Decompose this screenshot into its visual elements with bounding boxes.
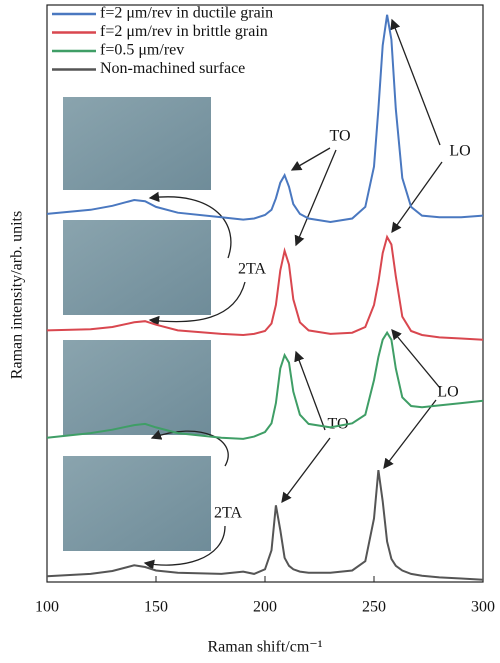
micrograph <box>63 456 211 551</box>
arrow <box>391 328 441 389</box>
micrograph <box>63 220 211 315</box>
micrograph <box>63 340 211 435</box>
annotation: LO <box>449 143 470 160</box>
legend-label: Non-machined surface <box>100 60 245 77</box>
arrow <box>281 437 331 504</box>
arrow <box>143 525 226 570</box>
series-line <box>46 14 484 224</box>
micrographs <box>63 97 211 551</box>
arrow <box>148 191 232 259</box>
arrow <box>390 18 441 146</box>
x-tick-label: 200 <box>253 599 277 616</box>
arrow <box>383 399 437 470</box>
micrograph <box>63 97 211 190</box>
x-tick-label: 300 <box>471 599 495 616</box>
arrows <box>143 18 443 570</box>
annotation: 2TA <box>214 505 242 522</box>
series-line <box>46 234 484 341</box>
annotation: TO <box>329 128 350 145</box>
series-line <box>46 469 484 581</box>
annotation: TO <box>327 416 348 433</box>
series-line <box>46 330 484 440</box>
legend-label: f=0.5 μm/rev <box>100 42 184 59</box>
arrow <box>148 281 246 327</box>
arrow <box>294 350 326 431</box>
arrow <box>150 429 229 467</box>
arrow <box>290 147 331 171</box>
legend-label: f=2 μm/rev in brittle grain <box>100 23 268 40</box>
legend-label: f=2 μm/rev in ductile grain <box>100 5 273 22</box>
y-axis-label: Raman intensity/arb. units <box>9 211 26 379</box>
x-axis-label: Raman shift/cm⁻¹ <box>208 639 323 656</box>
arrow <box>391 161 443 234</box>
x-tick-label: 100 <box>35 599 59 616</box>
annotation: 2TA <box>238 261 266 278</box>
x-tick-label: 250 <box>362 599 386 616</box>
arrow <box>294 149 337 247</box>
x-tick-label: 150 <box>144 599 168 616</box>
annotation: LO <box>437 384 458 401</box>
